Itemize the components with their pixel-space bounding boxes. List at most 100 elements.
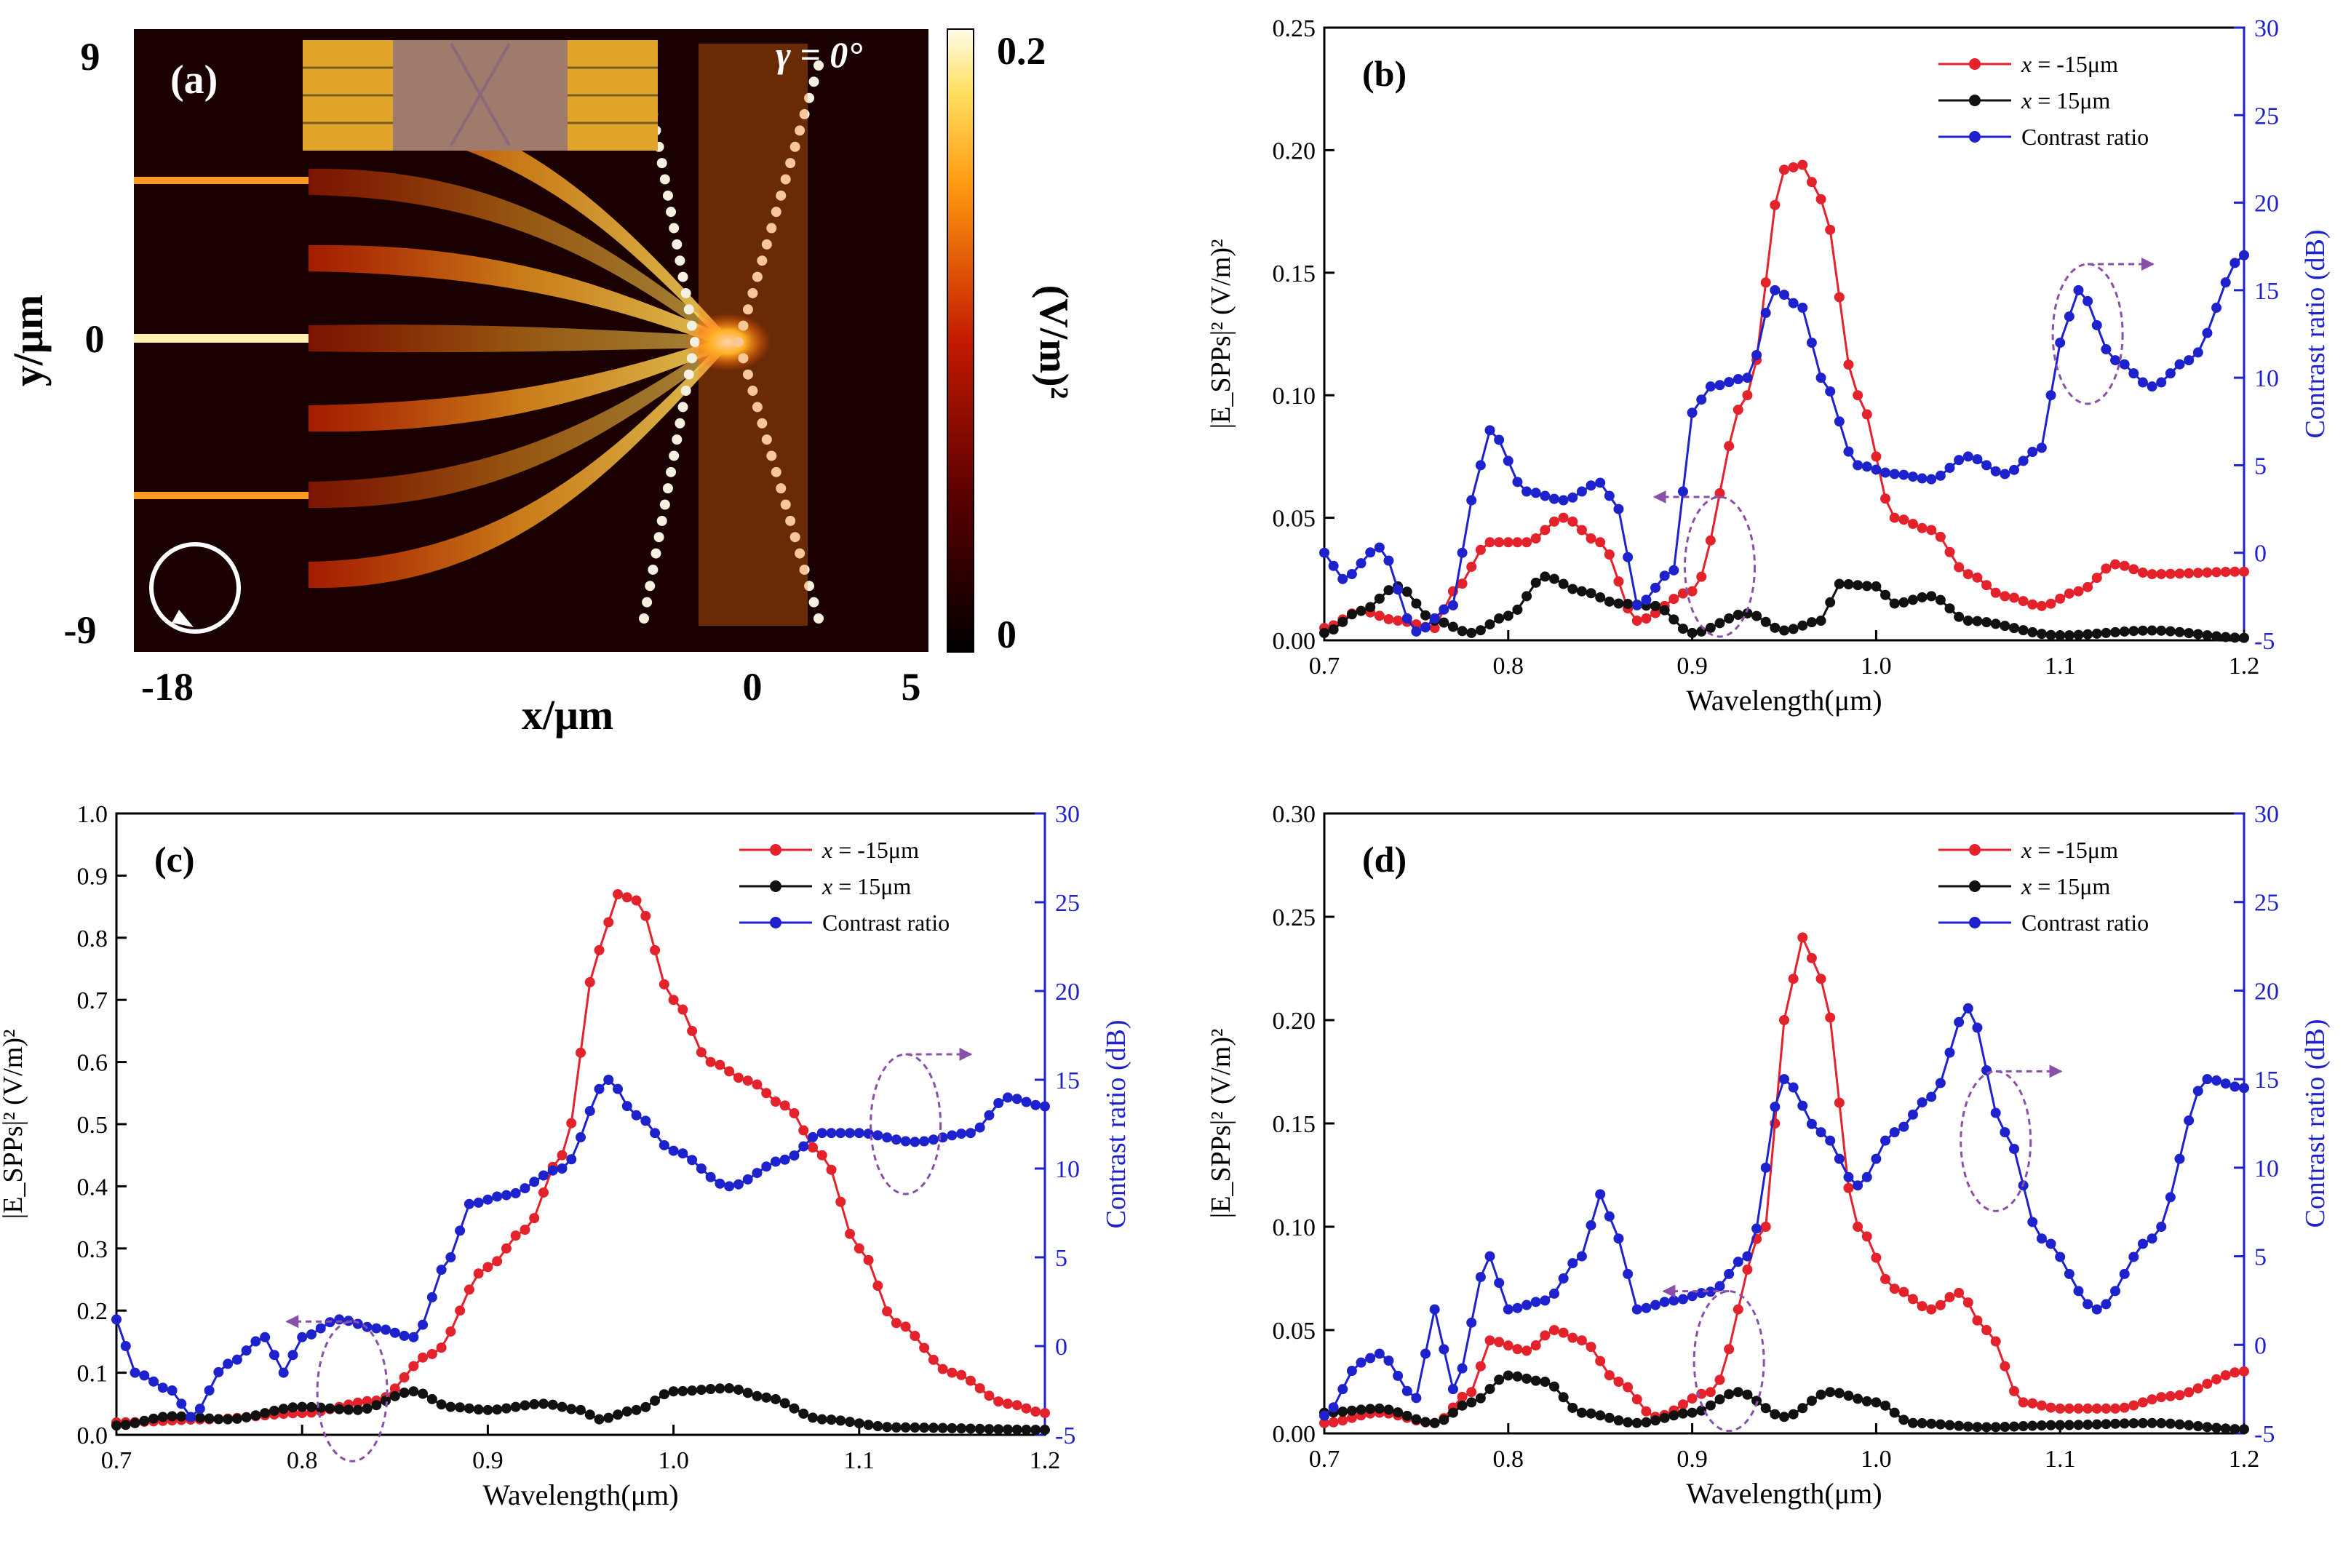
data-point [854, 1418, 864, 1429]
y-tick-label: 0.00 [1273, 1421, 1316, 1448]
data-point [1797, 1403, 1808, 1414]
x-tick-label: 1.1 [2045, 653, 2076, 680]
data-point [2091, 628, 2102, 639]
panel-a-y-tick: 0 [85, 317, 105, 361]
data-point [1512, 1302, 1523, 1313]
data-point [482, 1194, 493, 1205]
data-point [2045, 1238, 2056, 1249]
data-point [1760, 277, 1771, 288]
data-point [1990, 1107, 2001, 1118]
data-point [928, 1134, 939, 1145]
data-point [1586, 533, 1596, 544]
interference-region [699, 44, 808, 626]
data-point [1383, 613, 1394, 624]
data-point [1815, 1127, 1826, 1138]
particle [677, 271, 688, 282]
data-point [1677, 1408, 1688, 1419]
data-point [2174, 626, 2185, 637]
right-tick-label: 30 [2254, 801, 2279, 828]
right-tick-label: 10 [2254, 1155, 2279, 1182]
annotation-ellipse [1684, 496, 1757, 638]
data-point [1530, 487, 1541, 498]
data-point [455, 1225, 466, 1236]
data-point [1475, 625, 1486, 636]
data-point [1926, 1418, 1937, 1429]
data-point [1907, 471, 1918, 482]
data-point [1595, 592, 1606, 603]
data-point [473, 1404, 484, 1415]
data-point [1457, 1391, 1468, 1402]
data-point [1494, 537, 1505, 548]
data-point [1935, 1078, 1946, 1089]
data-point [2110, 559, 2121, 570]
data-point [1650, 608, 1661, 618]
data-point [845, 1417, 856, 1428]
data-point [2128, 1418, 2139, 1429]
data-point [2156, 568, 2167, 579]
data-point [770, 1097, 781, 1107]
data-point [1825, 386, 1836, 397]
data-point [1954, 1287, 1965, 1298]
data-point [1926, 525, 1937, 536]
data-point [937, 1364, 948, 1374]
data-point [1926, 1091, 1937, 1102]
data-point [2073, 1403, 2084, 1414]
legend-label: Contrast ratio [2021, 910, 2149, 936]
data-point [1641, 1302, 1652, 1313]
data-point [1853, 1222, 1863, 1232]
data-point [1797, 159, 1808, 170]
data-point [538, 1398, 549, 1409]
particle [675, 255, 685, 266]
data-point [761, 1161, 772, 1172]
data-point [1401, 613, 1412, 624]
data-point [1475, 460, 1486, 471]
data-point [705, 1056, 716, 1067]
data-point [1659, 1412, 1670, 1423]
particle [675, 418, 685, 429]
right-tick-label: -5 [2254, 1421, 2275, 1448]
data-point [584, 1409, 595, 1420]
y-tick-label: 0.7 [77, 987, 108, 1014]
data-point [418, 1352, 429, 1363]
data-point [603, 917, 614, 928]
waveguide-middle [134, 334, 309, 343]
data-point [1944, 603, 1955, 614]
data-point [910, 1137, 920, 1147]
panel-c: 0.7 0.8 0.9 1.0 1.1 1.2 0.0 0.1 0.2 0.3 0.4 0.5 0.6 0… [0, 801, 1131, 1511]
data-point [1558, 1392, 1569, 1403]
data-point [547, 1399, 558, 1410]
particle [771, 207, 781, 218]
data-point [1393, 1407, 1404, 1418]
annotation-ellipse [316, 1320, 389, 1462]
data-point [352, 1397, 363, 1408]
data-point [1457, 1400, 1468, 1411]
data-point [436, 1342, 447, 1353]
data-point [186, 1412, 196, 1422]
data-point [1484, 537, 1495, 548]
data-point [1917, 1301, 1928, 1312]
data-point [1346, 1366, 1357, 1377]
data-point [1898, 514, 1909, 525]
data-point [715, 1383, 725, 1394]
data-point [1040, 1408, 1050, 1419]
x-tick-label: 0.7 [1309, 653, 1340, 680]
data-point [761, 1392, 772, 1403]
data-point [1641, 594, 1652, 605]
data-point [268, 1350, 279, 1361]
data-point [1770, 1102, 1781, 1113]
data-point [1714, 487, 1725, 498]
data-point [2027, 626, 2038, 637]
data-point [1466, 1317, 1477, 1328]
data-point [2156, 1222, 2167, 1232]
panel-a: (a) γ = 0° 9 0 -9 y/μm -18 0 5 x/μm 0.2 … [4, 28, 1076, 739]
data-point [1962, 616, 1973, 626]
data-point [1623, 1268, 1634, 1279]
data-point [399, 1372, 410, 1383]
series-line [1324, 934, 2245, 1425]
data-point [287, 1350, 298, 1361]
data-point [520, 1225, 530, 1235]
data-point [501, 1190, 512, 1201]
data-point [835, 1415, 846, 1426]
y-tick-label: 0.25 [1273, 15, 1316, 42]
data-point [2211, 567, 2222, 578]
